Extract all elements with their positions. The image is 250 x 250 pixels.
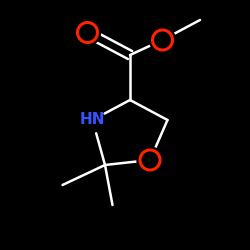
- Circle shape: [137, 147, 163, 173]
- Text: HN: HN: [80, 112, 105, 128]
- Circle shape: [74, 20, 101, 46]
- Circle shape: [150, 27, 176, 53]
